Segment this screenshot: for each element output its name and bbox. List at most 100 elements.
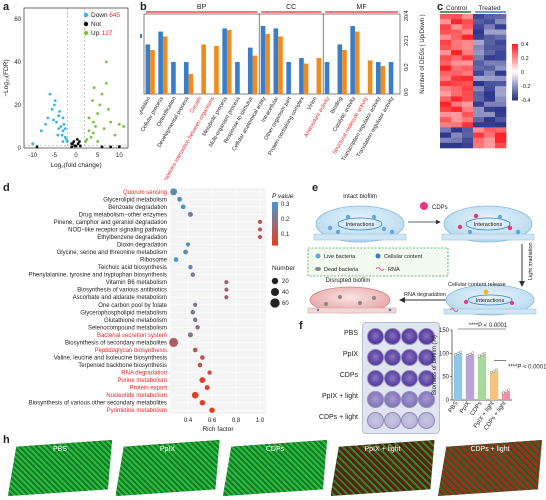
heatmap-cell [484,50,496,56]
heatmap-cell [473,75,485,82]
heatmap-cell [473,19,485,25]
confocal-image: PBS [8,440,112,496]
heatmap-cell [451,50,463,56]
go-bar-down [247,47,253,94]
plate-row [367,328,435,346]
plate-row-label: CDPs [339,372,358,379]
g-replicate-dot [492,369,496,373]
volcano-point-down [52,118,55,122]
volcano-point-down [39,129,43,133]
volcano-point-down [65,140,69,143]
heatmap-cell [462,86,474,92]
plate-well [401,328,418,345]
p-legend-swatch [272,243,278,246]
kegg-point [207,370,212,375]
kegg-point [224,280,229,285]
cdps-group: CDPs [408,202,448,225]
kegg-pathway-label: Biosynthesis of various antibiotics [77,288,167,294]
heatmap-cell [484,101,496,108]
volcano-point-up [85,137,89,141]
volcano-point-up [96,140,100,143]
heatmap-cell [451,122,463,128]
kegg-pathway-label: Selenocompound metabolism [88,325,167,331]
volcano-point-not [76,142,80,146]
heatmap-cell [451,117,463,123]
plate-well [367,412,384,429]
confocal-image: PpIX [115,440,220,496]
heatmap-cell [440,60,452,66]
confocal-label: CDPs [265,446,285,453]
heatmap-cell [473,96,485,102]
heatmap-cell [451,70,463,77]
heatmap-cell [473,39,485,46]
go-bar-down [324,62,330,94]
plate-well [418,412,435,429]
heatmap-cell [462,122,474,128]
heatmap-cell [462,96,474,102]
interactions-label-1: Interactions [346,222,375,228]
volcano-point-not [72,140,76,143]
volcano-point-not [78,140,81,143]
n-legend-dot [270,287,280,297]
plate-well [401,391,418,408]
kegg-pathway-label: Biosynthesis of secondary metabolites [65,340,167,346]
plate-well [384,328,401,345]
g-y-label: Biomass of biofilm (%) [432,335,438,395]
heatmap-cell [440,44,452,51]
plate-row-label: CDPs + light [318,414,358,421]
heatmap-cell [484,111,496,118]
confocal-image: PpIX + light [330,440,435,496]
p-legend-swatch [272,203,278,206]
kegg-point [187,211,193,217]
heatmap-cell [440,65,452,71]
panel-letter-e: e [312,182,319,194]
legend-count: 127 [102,30,113,37]
plate-well [367,349,384,366]
p-legend-swatch [272,221,278,224]
heatmap-cell [484,117,496,123]
heatmap-cell [473,50,485,56]
volcano-point-not [100,145,104,149]
p-legend-swatch [272,214,278,217]
volcano-point-down [59,125,63,128]
kegg-pathway-label: Bacterial secretion system [97,333,167,339]
heatmap-cell [451,65,463,71]
volcano-point-up [107,107,110,111]
scale-swatch [512,69,518,73]
volcano-point-not [75,137,79,141]
heatmap-cell [451,111,463,118]
confocal-image-strip: PBS PpIX CDPs PpIX + light CDPs + light [8,440,544,498]
heatmap-cell [462,55,474,61]
kegg-point [199,399,206,406]
volcano-point-not [78,144,82,148]
heatmap-cell [440,106,452,113]
cdps-particle-icon [420,202,428,210]
p-legend-swatch [272,241,278,244]
volcano-point-up [117,122,121,126]
heatmap-cell [495,111,507,118]
p-legend-swatch [272,232,278,235]
plate-well [418,328,435,345]
heatmap-cell [451,24,463,30]
volcano-point-down [65,137,68,141]
heatmap-cell [473,137,485,144]
heatmap-cell [462,117,474,123]
kegg-point [177,196,183,202]
scale-swatch [512,77,518,81]
schematic-legend: Live bacteria Cellular content Dead bact… [307,247,449,277]
plate-well [367,328,384,345]
kegg-pathway-label: Pyrimidine metabolism [107,408,167,414]
scale-swatch [512,52,518,56]
volcano-point-up [87,116,91,120]
plate-well [401,412,418,429]
g-replicate-dot [466,354,469,358]
kegg-point [209,407,215,413]
scale-swatch [512,74,518,79]
heatmap-cell [473,65,485,71]
volcano-point-down [55,120,58,124]
heatmap-cell [495,24,507,30]
volcano-point-down [31,142,35,146]
plate-well [401,349,418,366]
p-legend-swatch [272,202,278,205]
scale-swatch [512,86,518,90]
